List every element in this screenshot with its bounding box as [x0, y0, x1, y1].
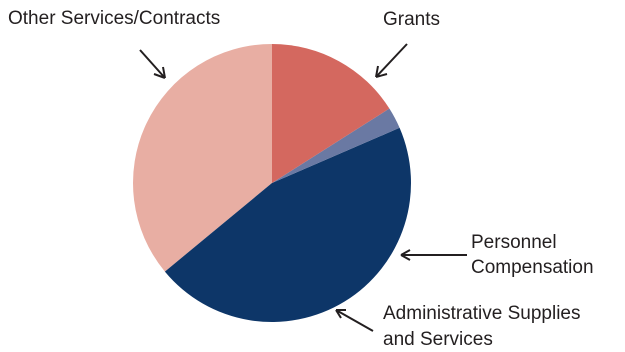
label-other-services: Other Services/Contracts	[8, 8, 220, 29]
other-services-arrow	[139, 49, 166, 79]
pie-slice-personnel-compensation	[272, 44, 390, 183]
admin-arrow	[335, 309, 374, 332]
label-admin-line1: Administrative Supplies	[383, 303, 580, 324]
label-admin-line2: and Services	[383, 329, 493, 350]
label-grants: Grants	[383, 9, 440, 30]
label-personnel-line2: Compensation	[471, 257, 594, 278]
personnel-arrow	[400, 249, 467, 261]
label-personnel-line1: Personnel	[471, 232, 557, 253]
pie-slice-other-services-contracts	[164, 127, 411, 322]
pie-slice-administrative-supplies-and-services	[272, 108, 400, 183]
pie-slice-grants	[133, 44, 272, 272]
grants-arrow	[375, 43, 408, 78]
pie-slices	[133, 44, 411, 322]
